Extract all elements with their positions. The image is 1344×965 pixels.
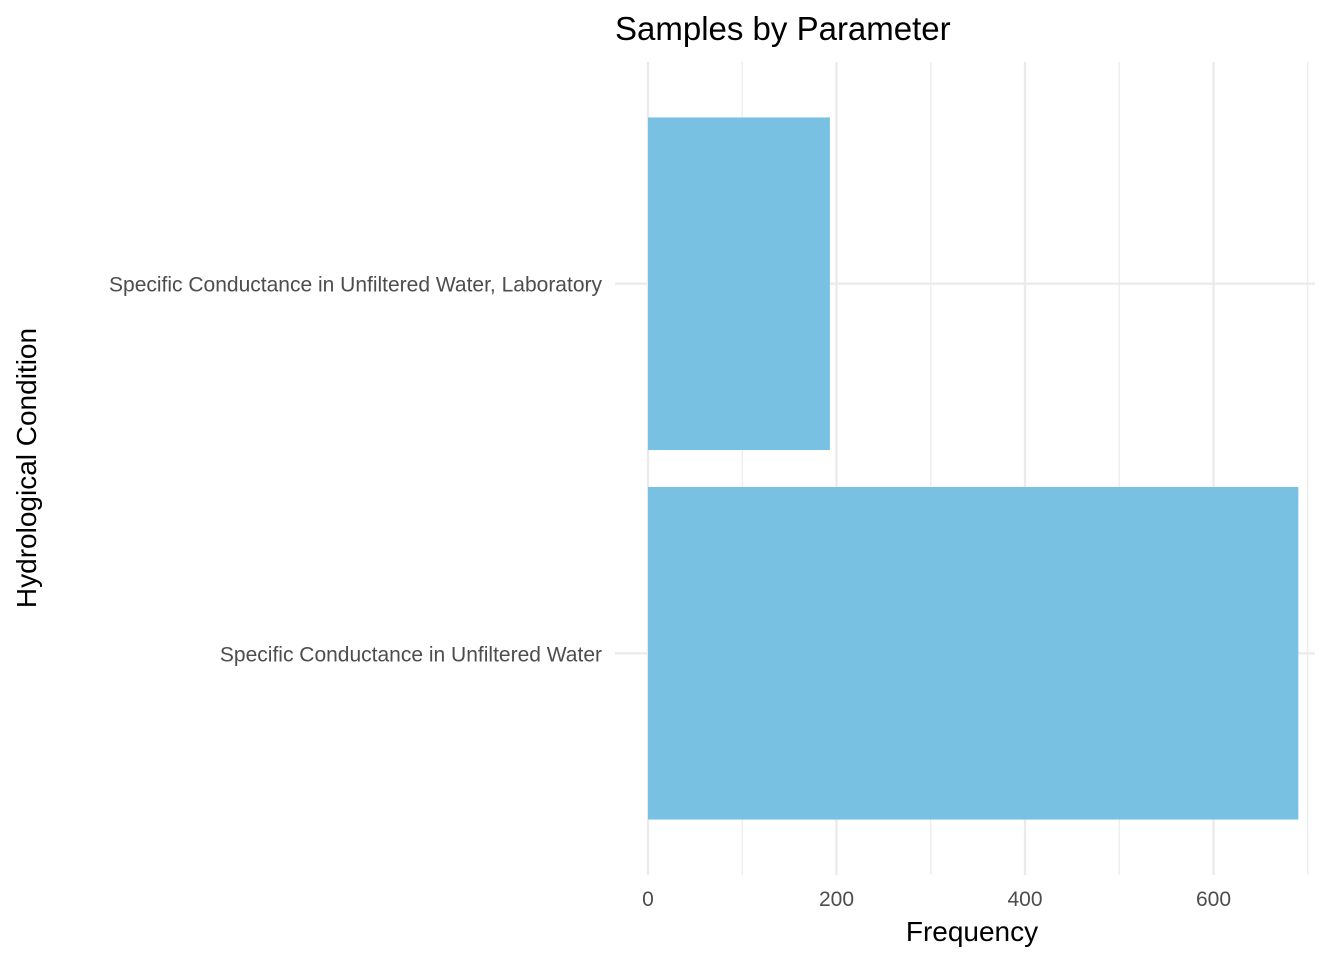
x-tick-label: 600	[1196, 888, 1231, 911]
bar	[648, 117, 830, 451]
bar	[648, 486, 1299, 820]
x-tick-label: 200	[819, 888, 854, 911]
bars	[648, 117, 1299, 820]
x-tick-label: 400	[1007, 888, 1042, 911]
y-axis-title: Hydrological Condition	[11, 328, 42, 608]
y-tick-label: Specific Conductance in Unfiltered Water	[220, 643, 602, 666]
tick-labels: 0 200 400 600 Specific Conductance in Unfilt…	[109, 274, 1231, 911]
x-tick-label: 0	[642, 888, 654, 911]
x-axis-title: Frequency	[906, 916, 1038, 947]
chart-title: Samples by Parameter	[615, 10, 951, 47]
y-tick-label: Specific Conductance in Unfiltered Water…	[109, 274, 602, 297]
